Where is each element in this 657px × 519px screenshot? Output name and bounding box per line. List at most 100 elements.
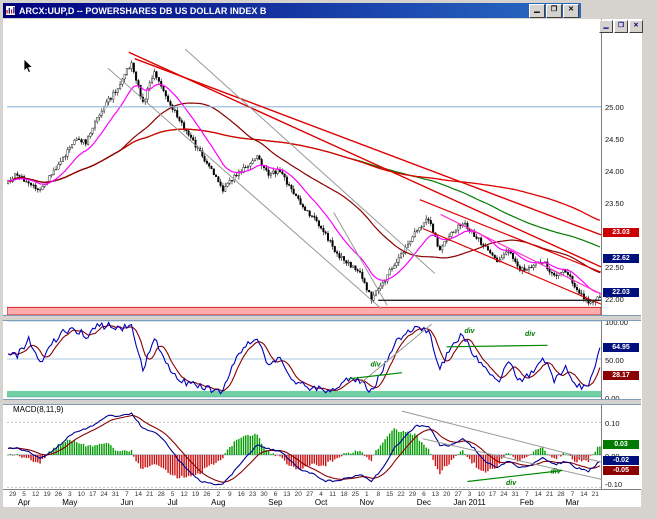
month-label: Feb: [519, 498, 534, 507]
close-button[interactable]: ✕: [563, 3, 579, 18]
date-tick: 11: [329, 491, 336, 498]
date-tick: 19: [191, 491, 200, 498]
macd-axis-label: 0.10: [605, 419, 620, 428]
date-tick: 17: [89, 491, 97, 498]
chart-window-buttons: ▁ ❐ ✕: [598, 20, 643, 33]
date-tick: 31: [111, 491, 120, 498]
date-tick: 18: [340, 491, 348, 498]
app-icon: [5, 5, 16, 16]
chart-window: ▁ ❐ ✕ div div div div div MACD(8,11,9) 25.00 2…: [3, 19, 643, 507]
date-tick: 3: [467, 491, 472, 498]
price-axis-label: 22.00: [605, 295, 624, 304]
date-tick: 20: [443, 491, 451, 498]
date-tick: 3: [67, 491, 72, 498]
date-tick: 31: [511, 491, 519, 498]
price-value-badge: 23.03: [603, 228, 639, 237]
date-tick: 14: [534, 491, 542, 498]
oscillator-axis-label: 50.00: [605, 356, 624, 365]
month-label: Mar: [565, 498, 580, 507]
date-tick: 21: [146, 491, 154, 498]
oscillator-axis-label: 100.00: [605, 318, 628, 327]
date-tick: 29: [9, 491, 17, 498]
date-tick: 6: [422, 491, 426, 498]
panel-separator[interactable]: [3, 399, 641, 405]
date-tick: 6: [273, 491, 278, 498]
macd-value-badge: -0.05: [603, 466, 639, 475]
chart-restore-button[interactable]: ❐: [614, 20, 628, 33]
date-tick: 17: [488, 491, 497, 498]
svg-text:div: div: [551, 469, 562, 476]
date-axis: 29 5 12 19 26 3 10 17 24 31 7 14 21 28 5 12 19 26 2 9 16 23 30…: [3, 489, 641, 507]
svg-text:div: div: [464, 328, 475, 335]
svg-text:div: div: [371, 362, 382, 369]
price-axis-label: 22.50: [605, 263, 624, 272]
month-label: Dec: [416, 498, 432, 507]
date-tick: 8: [376, 491, 381, 498]
price-axis-label: 24.50: [605, 135, 624, 144]
price-value-badge: 22.62: [603, 254, 639, 263]
titlebar-buttons: ▁ ❐ ✕: [528, 3, 579, 18]
date-tick: 15: [386, 491, 394, 498]
date-tick: 16: [237, 491, 245, 498]
date-tick: 5: [170, 491, 175, 498]
svg-text:div: div: [506, 480, 517, 487]
date-tick: 4: [319, 491, 323, 498]
price-axis-label: 23.50: [605, 199, 624, 208]
price-value-badge: 22.03: [603, 288, 639, 297]
month-label: May: [62, 498, 78, 507]
oscillator-axis-label: 0.00: [605, 394, 620, 403]
date-tick: 27: [454, 491, 462, 498]
macd-value-badge: -0.02: [603, 456, 639, 465]
date-tick: 5: [22, 491, 26, 498]
date-tick: 30: [260, 491, 268, 498]
date-tick: 22: [397, 491, 405, 498]
chart-close-button[interactable]: ✕: [629, 20, 643, 33]
date-tick: 12: [180, 491, 188, 498]
month-label: Jul: [167, 498, 178, 507]
date-tick: 20: [294, 491, 302, 498]
oscillator-plot[interactable]: div div div: [7, 319, 601, 399]
date-tick: 28: [157, 491, 165, 498]
month-label: Aug: [211, 498, 226, 507]
date-tick: 14: [134, 491, 143, 498]
date-tick: 10: [477, 491, 485, 498]
date-tick: 26: [203, 491, 211, 498]
date-tick: 2: [216, 491, 221, 498]
month-label: Nov: [359, 498, 374, 507]
macd-indicator-label: MACD(8,11,9): [13, 405, 64, 414]
date-tick: 7: [524, 491, 529, 498]
minimize-button[interactable]: ▁: [529, 3, 545, 18]
titlebar[interactable]: ARCX:UUP,D -- POWERSHARES DB US DOLLAR I…: [3, 3, 581, 18]
date-tick: 27: [306, 491, 314, 498]
panel-separator[interactable]: [3, 315, 641, 321]
date-tick: 14: [580, 491, 588, 498]
price-axis-label: 24.00: [605, 167, 624, 176]
price-axis-label: 25.00: [605, 103, 624, 112]
month-label: Jun: [120, 498, 134, 507]
month-label: Sep: [268, 498, 283, 507]
date-tick: 19: [43, 491, 51, 498]
restore-button[interactable]: ❐: [546, 3, 562, 18]
date-tick: 1: [364, 491, 369, 498]
date-tick: 25: [351, 491, 360, 498]
date-tick: 9: [227, 491, 232, 498]
window-title: ARCX:UUP,D -- POWERSHARES DB US DOLLAR I…: [19, 5, 267, 16]
macd-axis-label: -0.10: [605, 480, 623, 489]
date-tick: 26: [54, 491, 63, 498]
date-tick: 7: [125, 491, 129, 498]
macd-plot[interactable]: div div: [7, 403, 601, 489]
date-tick: 24: [100, 491, 108, 498]
chart-minimize-button[interactable]: ▁: [599, 20, 613, 33]
price-chart-plot[interactable]: [7, 35, 601, 315]
month-label: Jan 2011: [453, 498, 486, 507]
oscillator-value-badge: 28.17: [603, 371, 639, 380]
month-label: Apr: [17, 498, 31, 507]
price-axis[interactable]: 25.00 24.50 24.00 23.50 22.50 22.00 100.00 50.0…: [601, 19, 642, 489]
date-tick: 29: [408, 491, 417, 498]
date-tick: 10: [77, 491, 85, 498]
macd-value-badge: 0.03: [603, 440, 639, 449]
date-tick: 7: [570, 491, 575, 498]
date-tick: 28: [557, 491, 565, 498]
month-label: Oct: [314, 498, 328, 507]
